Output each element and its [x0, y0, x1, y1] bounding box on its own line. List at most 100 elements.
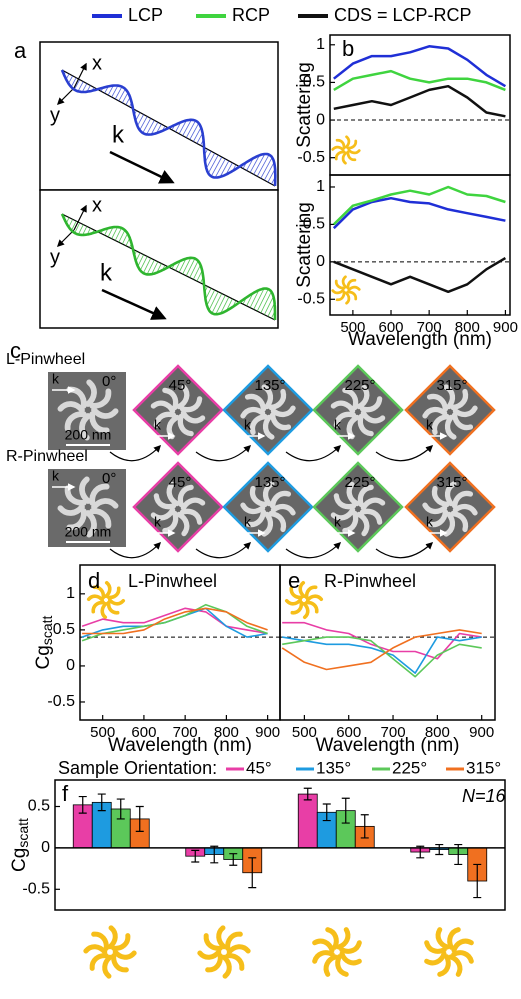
error-bar [116, 798, 125, 820]
helix-hatch [71, 220, 77, 231]
panel-label: f [62, 781, 69, 806]
error-bar [97, 793, 106, 812]
panel-label: e [288, 568, 300, 593]
helix-hatch [189, 260, 199, 278]
k-label: k [52, 468, 60, 484]
angle-label: 315° [436, 474, 467, 491]
angle-label: 45° [169, 377, 192, 394]
pinwheel-icon [306, 921, 368, 983]
k-label: k [334, 417, 342, 433]
data-line [333, 84, 506, 118]
error-bar [229, 853, 238, 866]
legend-label: CDS = LCP-RCP [334, 5, 472, 25]
helix-hatch [185, 258, 196, 277]
helix [60, 213, 277, 320]
y-axis-label: Cgscatt [9, 818, 31, 872]
helix-hatch [256, 288, 269, 312]
helix-hatch [189, 123, 200, 140]
y-axis-label-main: Cg [9, 848, 30, 872]
data-line [332, 185, 506, 226]
axis-name: x [92, 52, 102, 74]
helix-hatch [137, 254, 145, 267]
plot-frame [279, 564, 496, 721]
helix-hatch [146, 259, 155, 275]
y-axis-label-main: Scattering [294, 202, 315, 288]
chart-title: L-Pinwheel [128, 571, 217, 591]
k-label: k [52, 371, 60, 387]
axis-name: y [50, 246, 60, 268]
helix-hatch [78, 224, 84, 235]
helix-hatch [182, 119, 192, 136]
y-axis-label: Scattering [294, 62, 315, 148]
helix-hatch [121, 233, 128, 245]
error-bar [191, 849, 200, 863]
helix-hatch [146, 120, 155, 135]
rotation-arrow [375, 542, 434, 559]
wave-vector: k [112, 121, 125, 148]
row-label: R-Pinwheel [6, 448, 88, 465]
k-arrow [101, 288, 167, 320]
y-tick-label: -0.5 [22, 881, 50, 898]
error-bar [322, 803, 331, 822]
data-line [332, 196, 506, 230]
helix-hatch [253, 288, 265, 310]
pinwheel-icon [418, 921, 480, 983]
y-tick-label: 1 [316, 36, 325, 53]
panel-label: a [14, 38, 27, 63]
legend-label: LCP [128, 5, 163, 25]
pinwheel-icon [331, 135, 361, 165]
angle-label: 225° [344, 377, 375, 394]
legend-label: 45° [246, 758, 272, 777]
bar [297, 793, 318, 849]
helix-hatch [118, 88, 126, 102]
angle-label: 135° [254, 474, 285, 491]
helix-hatch [107, 85, 114, 96]
helix-hatch [253, 153, 266, 175]
angle-label: 45° [169, 474, 192, 491]
helix-hatch [74, 222, 81, 234]
helix-hatch [263, 296, 274, 315]
error-bar [435, 843, 444, 856]
error-bar [78, 795, 87, 814]
helix-hatch [107, 227, 114, 238]
rotation-arrow [375, 445, 434, 462]
helix-hatch [142, 257, 152, 274]
x-tick-label: 900 [493, 319, 518, 336]
helix-hatch [220, 296, 230, 314]
rotation-arrow [195, 542, 252, 559]
annotation: N=16 [462, 786, 507, 806]
axis-name: x [92, 194, 102, 216]
helix-hatch [82, 226, 88, 236]
helix-hatch [178, 258, 187, 273]
helix-hatch [206, 289, 216, 306]
y-axis-label-main: Cg [33, 645, 54, 669]
helix-hatch [137, 114, 145, 127]
y-tick-label: 0 [316, 253, 325, 270]
rotation-arrow [195, 445, 252, 462]
angle-label: 0° [102, 470, 116, 487]
pinwheel-icon [200, 928, 248, 976]
helix-hatch [267, 168, 276, 183]
helix-hatch [256, 154, 270, 177]
data-line [333, 257, 507, 294]
helix-hatch [142, 118, 152, 134]
data-line [282, 636, 482, 674]
helix-hatch [207, 154, 219, 174]
y-axis-label: Scattering [294, 202, 315, 288]
y-tick-label: 0 [41, 839, 50, 856]
x-tick-label: 700 [173, 724, 198, 741]
y-tick-label: 0.5 [303, 216, 325, 233]
helix-hatch [215, 295, 226, 315]
plot-frame [329, 174, 511, 316]
legend-title: Sample Orientation: [58, 758, 217, 778]
data-line [282, 621, 482, 660]
angle-label: 225° [344, 474, 375, 491]
x-tick-label: 500 [90, 724, 115, 741]
rotation-arrow [109, 444, 161, 462]
y-tick-label: -0.5 [47, 693, 75, 710]
x-tick-label: 600 [131, 724, 156, 741]
helix-hatch [225, 162, 233, 175]
x-tick-label: 500 [292, 724, 317, 741]
y-tick-label: 1 [66, 585, 75, 602]
